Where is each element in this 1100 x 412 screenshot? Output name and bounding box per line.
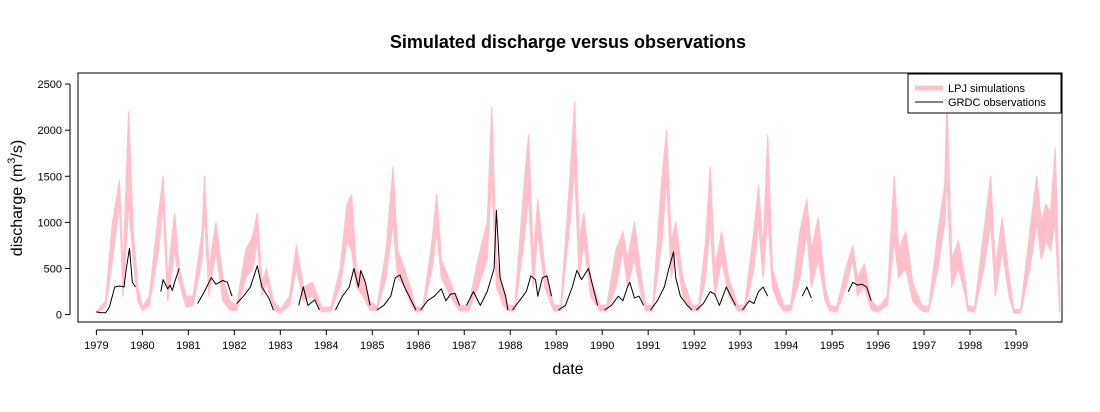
plot-area-frame	[77, 72, 1063, 323]
observation-segment	[298, 286, 320, 311]
x-tick-label: 1994	[774, 340, 798, 352]
x-tick-label: 1997	[912, 340, 936, 352]
observation-segment	[197, 277, 233, 304]
observation-segment	[801, 286, 812, 299]
x-tick-label: 1979	[84, 340, 108, 352]
y-axis: 0 500 1000 1500 2000 2500	[38, 79, 71, 322]
x-tick-label: 1980	[130, 340, 154, 352]
simulation-band	[95, 101, 1061, 314]
observation-segment	[604, 281, 645, 311]
observation-segment	[512, 275, 553, 311]
x-tick-label: 1990	[590, 340, 614, 352]
observation-segment	[96, 247, 136, 314]
legend-label-observation: GRDC observations	[948, 97, 1046, 109]
x-tick-label: 1998	[958, 340, 982, 352]
y-axis-label-superscript: 3	[6, 158, 18, 164]
legend-box	[907, 73, 1062, 114]
x-tick-label: 1989	[544, 340, 568, 352]
y-axis-label: discharge (m3/s)	[6, 140, 26, 256]
y-tick-label: 1000	[38, 217, 62, 229]
observation-series	[96, 209, 872, 314]
observation-segment	[335, 268, 371, 311]
x-tick-label: 1995	[820, 340, 844, 352]
observation-segment	[742, 286, 769, 311]
observation-segment	[558, 268, 599, 311]
observation-segment	[650, 251, 693, 311]
y-axis-label-tail: /s)	[9, 140, 26, 158]
x-tick-label: 1988	[498, 340, 522, 352]
x-tick-label: 1984	[314, 340, 338, 352]
x-tick-label: 1981	[176, 340, 200, 352]
legend-label-simulation: LPJ simulations	[948, 83, 1026, 95]
x-tick-label: 1982	[222, 340, 246, 352]
y-tick-label: 1500	[38, 171, 62, 183]
x-tick-label: 1987	[452, 340, 476, 352]
legend: LPJ simulations GRDC observations	[907, 73, 1062, 114]
simulation-series	[95, 101, 1061, 314]
x-tick-label: 1993	[728, 340, 752, 352]
x-tick-label: 1985	[360, 340, 384, 352]
observation-segment	[160, 268, 180, 292]
x-tick-label: 1983	[268, 340, 292, 352]
observation-segment	[376, 274, 417, 311]
y-tick-label: 0	[56, 310, 62, 322]
chart-title: Simulated discharge versus observations	[390, 32, 746, 52]
observation-segment	[420, 288, 461, 311]
y-tick-label: 500	[44, 264, 62, 276]
x-tick-label: 1992	[682, 340, 706, 352]
y-tick-label: 2000	[38, 125, 62, 137]
x-tick-label: 1996	[866, 340, 890, 352]
x-tick-label: 1991	[636, 340, 660, 352]
y-tick-label: 2500	[38, 79, 62, 91]
observation-segment	[696, 286, 736, 311]
x-axis: 1979 1980 1981 1982 1983 1984 1985 1986 1987 1988…	[84, 329, 1028, 352]
y-axis-label-main: discharge (m	[9, 164, 26, 256]
x-tick-label: 1986	[406, 340, 430, 352]
observation-segment	[236, 265, 274, 311]
observation-segment	[847, 281, 872, 301]
observation-segment	[466, 209, 509, 311]
x-tick-label: 1999	[1004, 340, 1028, 352]
x-axis-label: date	[552, 361, 583, 378]
